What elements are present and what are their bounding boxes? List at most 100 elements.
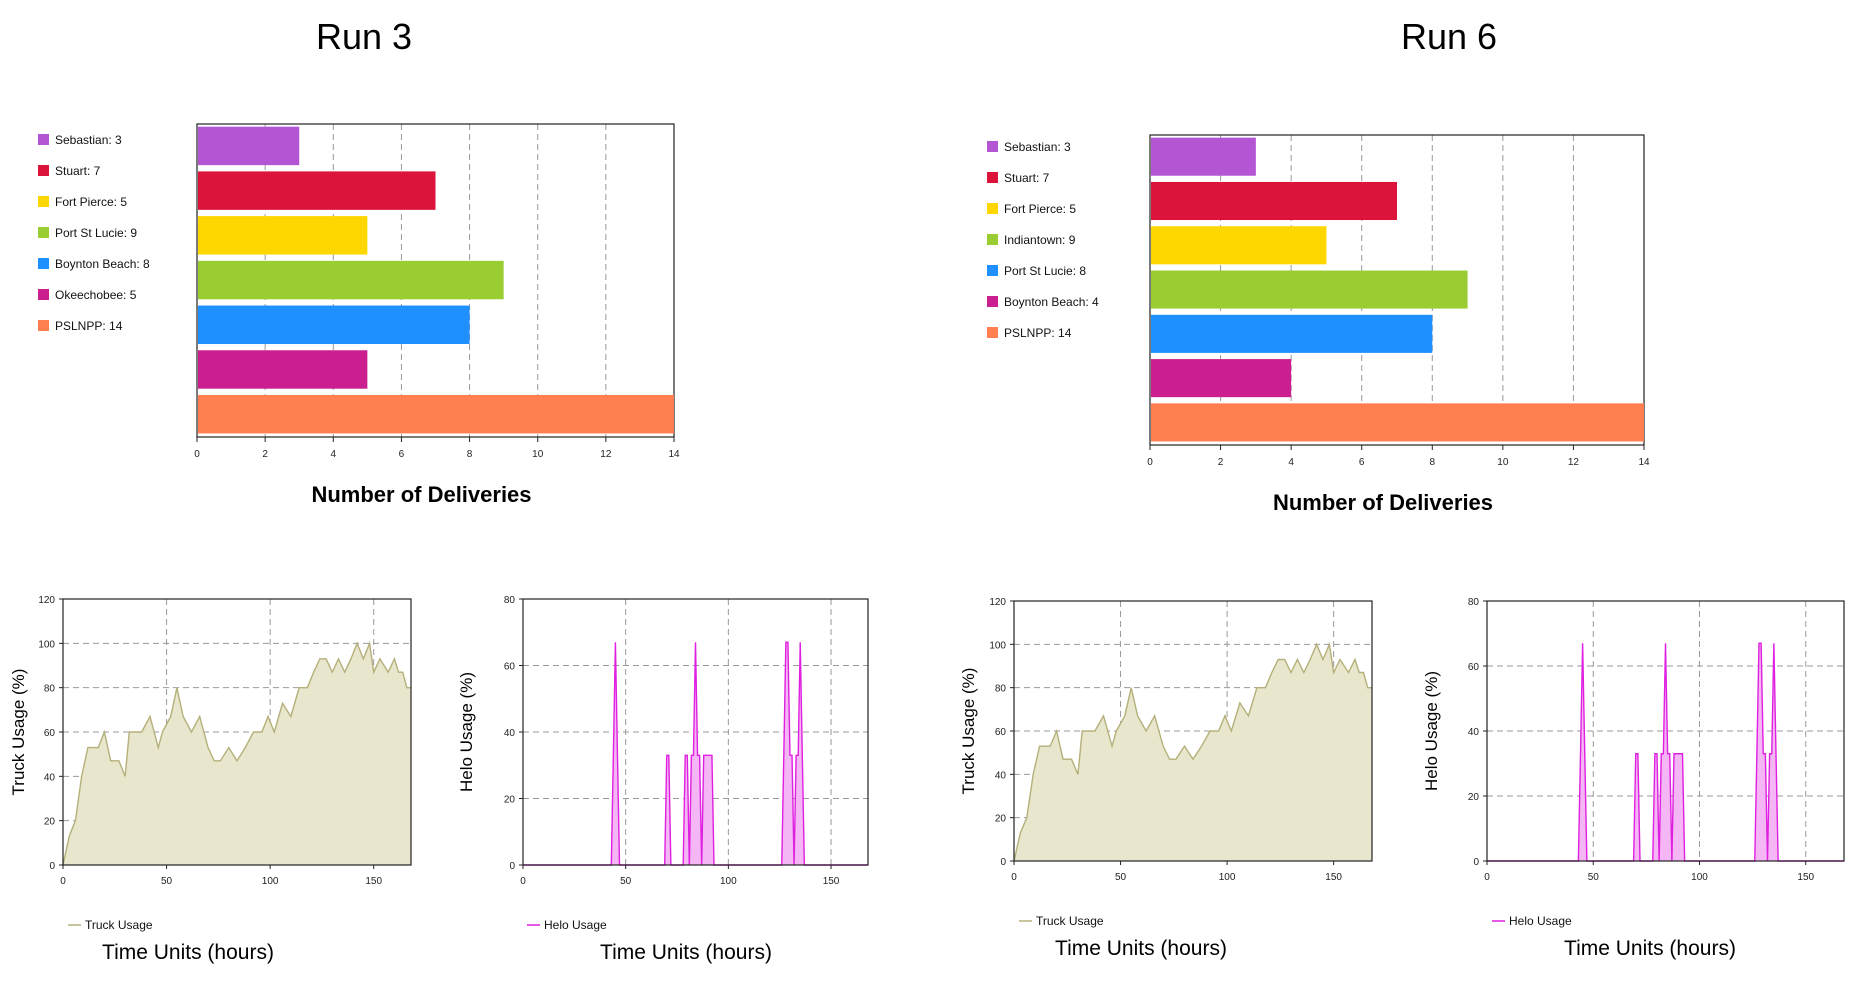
run6-truck-xtick-label: 100: [1219, 872, 1236, 883]
run6-truck-ytick-label: 40: [995, 770, 1007, 781]
run6-deliveries-bar-boynton-beach: [1151, 359, 1292, 398]
run6-deliveries-legend-swatch: [987, 296, 998, 307]
run6-helo-legend-item: Helo Usage: [1509, 914, 1572, 928]
run6-truck-xaxis-label: Time Units (hours): [1055, 937, 1227, 960]
run6-deliveries-xtick-label: 10: [1497, 457, 1509, 468]
run6-helo-ytick-label: 80: [1468, 597, 1480, 608]
run6-truck-ytick-label: 80: [995, 684, 1007, 695]
run3-deliveries-bar-sebastian: [198, 126, 300, 166]
run3-helo-legend-item: Helo Usage: [544, 918, 607, 932]
run6-helo-xtick-label: 100: [1691, 872, 1708, 883]
run3-deliveries-bar-pslnpp: [198, 394, 674, 434]
run3-deliveries-legend-item: Stuart: 7: [55, 164, 101, 178]
run3-truck-yaxis-label: Truck Usage (%): [9, 669, 28, 796]
run6-deliveries-bar-port-st-lucie: [1151, 314, 1433, 353]
run3-deliveries-xtick-label: 14: [668, 449, 680, 460]
run6-helo-ytick-label: 60: [1468, 662, 1480, 673]
run6-deliveries-xtick-label: 14: [1638, 457, 1650, 468]
run3-truck-ytick-label: 40: [44, 772, 56, 783]
run6-helo-xtick-label: 0: [1484, 872, 1490, 883]
run6-deliveries-legend-item: PSLNPP: 14: [1004, 326, 1072, 340]
run3-helo-xtick-label: 0: [520, 876, 526, 887]
run3-truck-ytick-label: 20: [44, 817, 56, 828]
run6-helo-area-chart: 0 50 100 150 0 20 40 60 80 Helo Usage (%) Helo Usa…: [1422, 597, 1845, 960]
run3-deliveries-bar-boynton-beach: [198, 305, 470, 344]
run3-helo-xtick-label: 150: [823, 876, 840, 887]
run6-truck-ytick-label: 100: [989, 640, 1006, 651]
run6-deliveries-legend-swatch: [987, 203, 998, 214]
run-3-title: Run 3: [316, 16, 413, 57]
run6-deliveries-legend-item: Stuart: 7: [1004, 171, 1050, 185]
run6-truck-xtick-label: 150: [1325, 872, 1342, 883]
run3-truck-xtick-label: 100: [262, 876, 279, 887]
run3-deliveries-xtick-label: 6: [399, 449, 405, 460]
run6-truck-area-fill: [1014, 644, 1372, 861]
run3-deliveries-xaxis-label: Number of Deliveries: [311, 482, 531, 507]
run3-helo-ytick-label: 80: [504, 595, 516, 606]
run3-deliveries-bar-fort-pierce: [198, 216, 368, 255]
run3-deliveries-legend-swatch: [38, 165, 49, 176]
run3-helo-xtick-label: 50: [620, 876, 632, 887]
run6-deliveries-xtick-label: 2: [1218, 457, 1224, 468]
run3-helo-yaxis-label: Helo Usage (%): [457, 672, 476, 792]
run3-truck-area-fill: [63, 643, 411, 865]
run3-deliveries-legend-item: Okeechobee: 5: [55, 288, 137, 302]
run3-deliveries-xtick-label: 12: [600, 449, 612, 460]
run6-deliveries-legend-item: Sebastian: 3: [1004, 140, 1071, 154]
run6-truck-xtick-label: 0: [1011, 872, 1017, 883]
run3-deliveries-xtick-label: 0: [194, 449, 200, 460]
run6-truck-ytick-label: 20: [995, 814, 1007, 825]
run6-helo-area-fill: [1487, 643, 1844, 861]
run6-helo-ytick-label: 0: [1473, 857, 1479, 868]
run6-deliveries-legend-swatch: [987, 327, 998, 338]
run3-deliveries-legend-item: Port St Lucie: 9: [55, 226, 137, 240]
run6-deliveries-legend-item: Port St Lucie: 8: [1004, 264, 1086, 278]
run3-deliveries-legend-swatch: [38, 289, 49, 300]
run3-deliveries-legend-item: Boynton Beach: 8: [55, 257, 150, 271]
run6-deliveries-legend-item: Indiantown: 9: [1004, 233, 1076, 247]
run3-deliveries-legend-swatch: [38, 227, 49, 238]
run3-truck-ytick-label: 120: [38, 595, 55, 606]
run3-deliveries-xtick-label: 8: [467, 449, 473, 460]
run6-deliveries-bar-fort-pierce: [1151, 226, 1327, 265]
run6-deliveries-legend-swatch: [987, 265, 998, 276]
run3-helo-ytick-label: 40: [504, 728, 516, 739]
run3-truck-xtick-label: 150: [365, 876, 382, 887]
run3-deliveries-xtick-label: 2: [262, 449, 268, 460]
run6-truck-area-chart: 0 50 100 150 0 20 40 60 80 100 120 Truck Usage (%) T…: [959, 597, 1373, 960]
run6-deliveries-legend-swatch: [987, 172, 998, 183]
run3-helo-area-chart: 0 50 100 150 0 20 40 60 80 Helo Usage (%) Helo Usa…: [457, 595, 869, 964]
run6-deliveries-xtick-label: 4: [1288, 457, 1294, 468]
run3-deliveries-legend-swatch: [38, 196, 49, 207]
run6-deliveries-legend-swatch: [987, 141, 998, 152]
run3-truck-xtick-label: 50: [161, 876, 173, 887]
run3-truck-ytick-label: 100: [38, 639, 55, 650]
run3-deliveries-bar-stuart: [198, 171, 436, 210]
run6-helo-ytick-label: 40: [1468, 727, 1480, 738]
run3-helo-ytick-label: 0: [509, 861, 515, 872]
run6-truck-series-line: [1013, 641, 1372, 862]
run3-deliveries-bar-port-st-lucie: [198, 260, 504, 300]
run6-truck-yaxis-label: Truck Usage (%): [959, 668, 978, 795]
run3-deliveries-legend-swatch: [38, 134, 49, 145]
run3-truck-ytick-label: 80: [44, 684, 56, 695]
run3-truck-series-line: [62, 640, 411, 866]
run6-deliveries-bar-pslnpp: [1151, 403, 1644, 442]
run3-truck-xtick-label: 0: [60, 876, 66, 887]
run3-deliveries-xtick-label: 10: [532, 449, 544, 460]
run6-deliveries-bar-indiantown: [1151, 270, 1468, 309]
run6-deliveries-legend-item: Fort Pierce: 5: [1004, 202, 1076, 216]
run6-truck-legend-item: Truck Usage: [1036, 914, 1104, 928]
run6-helo-xaxis-label: Time Units (hours): [1564, 937, 1736, 960]
run6-helo-yaxis-label: Helo Usage (%): [1422, 671, 1441, 791]
run6-truck-ytick-label: 120: [989, 597, 1006, 608]
run3-helo-area-fill: [523, 642, 868, 865]
run6-deliveries-xtick-label: 6: [1359, 457, 1365, 468]
run3-truck-xaxis-label: Time Units (hours): [102, 941, 274, 964]
run3-deliveries-xtick-label: 4: [331, 449, 337, 460]
run6-deliveries-legend-item: Boynton Beach: 4: [1004, 295, 1099, 309]
run3-deliveries-legend-item: Fort Pierce: 5: [55, 195, 127, 209]
run6-deliveries-legend-swatch: [987, 234, 998, 245]
run3-deliveries-bar-okeechobee: [198, 350, 368, 389]
